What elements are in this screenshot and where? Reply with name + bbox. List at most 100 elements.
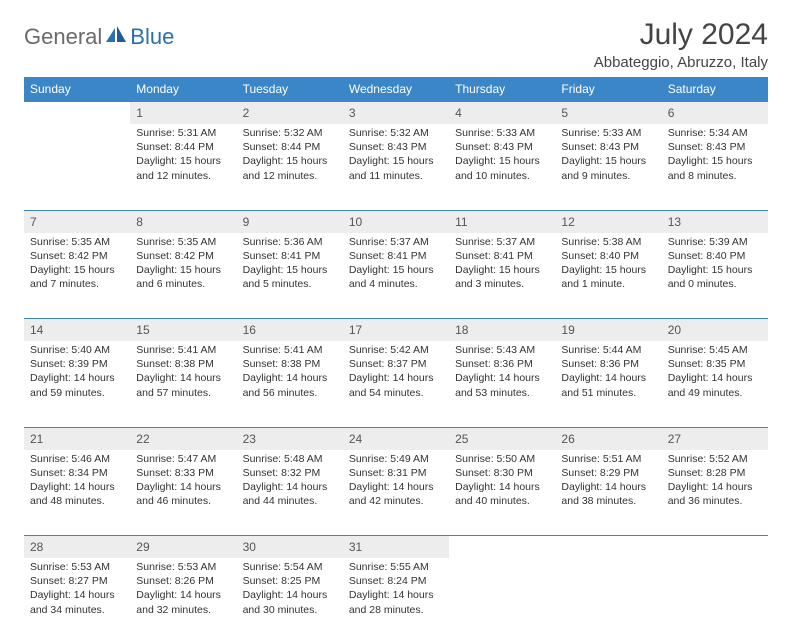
day-cell: Sunrise: 5:53 AMSunset: 8:26 PMDaylight:… xyxy=(130,558,236,644)
day-cell: Sunrise: 5:48 AMSunset: 8:32 PMDaylight:… xyxy=(237,450,343,536)
daynum-cell: 25 xyxy=(449,427,555,450)
weekday-header: Thursday xyxy=(449,77,555,102)
info-line-sunset: Sunset: 8:41 PM xyxy=(455,249,549,263)
daynum-cell xyxy=(555,536,661,559)
day-cell: Sunrise: 5:37 AMSunset: 8:41 PMDaylight:… xyxy=(343,233,449,319)
info-line-sunrise: Sunrise: 5:48 AM xyxy=(243,452,337,466)
day-cell: Sunrise: 5:44 AMSunset: 8:36 PMDaylight:… xyxy=(555,341,661,427)
day-number: 22 xyxy=(136,432,149,446)
info-line-sunrise: Sunrise: 5:44 AM xyxy=(561,343,655,357)
day-cell: Sunrise: 5:46 AMSunset: 8:34 PMDaylight:… xyxy=(24,450,130,536)
info-line-day2: and 0 minutes. xyxy=(668,277,762,291)
weekday-header: Sunday xyxy=(24,77,130,102)
info-line-sunrise: Sunrise: 5:45 AM xyxy=(668,343,762,357)
daynum-cell: 1 xyxy=(130,102,236,125)
info-line-sunset: Sunset: 8:42 PM xyxy=(30,249,124,263)
day-info: Sunrise: 5:35 AMSunset: 8:42 PMDaylight:… xyxy=(136,233,230,292)
day-info: Sunrise: 5:47 AMSunset: 8:33 PMDaylight:… xyxy=(136,450,230,509)
info-line-sunrise: Sunrise: 5:34 AM xyxy=(668,126,762,140)
info-line-day2: and 54 minutes. xyxy=(349,386,443,400)
day-info: Sunrise: 5:32 AMSunset: 8:44 PMDaylight:… xyxy=(243,124,337,183)
info-row: Sunrise: 5:31 AMSunset: 8:44 PMDaylight:… xyxy=(24,124,768,210)
day-cell: Sunrise: 5:38 AMSunset: 8:40 PMDaylight:… xyxy=(555,233,661,319)
day-info: Sunrise: 5:46 AMSunset: 8:34 PMDaylight:… xyxy=(30,450,124,509)
day-info: Sunrise: 5:37 AMSunset: 8:41 PMDaylight:… xyxy=(349,233,443,292)
daynum-cell: 14 xyxy=(24,319,130,342)
info-line-sunrise: Sunrise: 5:32 AM xyxy=(349,126,443,140)
info-line-sunset: Sunset: 8:41 PM xyxy=(349,249,443,263)
day-number: 30 xyxy=(243,540,256,554)
day-cell: Sunrise: 5:41 AMSunset: 8:38 PMDaylight:… xyxy=(130,341,236,427)
brand-part2: Blue xyxy=(130,24,174,50)
info-line-sunrise: Sunrise: 5:47 AM xyxy=(136,452,230,466)
day-info: Sunrise: 5:38 AMSunset: 8:40 PMDaylight:… xyxy=(561,233,655,292)
info-line-day1: Daylight: 14 hours xyxy=(30,480,124,494)
info-line-sunset: Sunset: 8:38 PM xyxy=(243,357,337,371)
daynum-cell xyxy=(662,536,768,559)
info-line-sunset: Sunset: 8:43 PM xyxy=(349,140,443,154)
info-line-day2: and 6 minutes. xyxy=(136,277,230,291)
info-line-sunset: Sunset: 8:37 PM xyxy=(349,357,443,371)
info-line-day1: Daylight: 15 hours xyxy=(668,263,762,277)
info-line-sunrise: Sunrise: 5:31 AM xyxy=(136,126,230,140)
day-info: Sunrise: 5:53 AMSunset: 8:27 PMDaylight:… xyxy=(30,558,124,617)
info-line-sunrise: Sunrise: 5:43 AM xyxy=(455,343,549,357)
info-line-sunset: Sunset: 8:40 PM xyxy=(668,249,762,263)
day-info: Sunrise: 5:36 AMSunset: 8:41 PMDaylight:… xyxy=(243,233,337,292)
day-cell xyxy=(449,558,555,644)
day-cell: Sunrise: 5:33 AMSunset: 8:43 PMDaylight:… xyxy=(555,124,661,210)
day-number: 4 xyxy=(455,106,462,120)
daynum-cell: 21 xyxy=(24,427,130,450)
day-info: Sunrise: 5:51 AMSunset: 8:29 PMDaylight:… xyxy=(561,450,655,509)
daynum-cell: 22 xyxy=(130,427,236,450)
info-line-sunset: Sunset: 8:27 PM xyxy=(30,574,124,588)
info-line-day2: and 40 minutes. xyxy=(455,494,549,508)
day-info: Sunrise: 5:43 AMSunset: 8:36 PMDaylight:… xyxy=(455,341,549,400)
info-line-sunrise: Sunrise: 5:41 AM xyxy=(243,343,337,357)
title-block: July 2024 Abbateggio, Abruzzo, Italy xyxy=(594,18,768,71)
day-number: 17 xyxy=(349,323,362,337)
info-line-sunset: Sunset: 8:43 PM xyxy=(455,140,549,154)
day-number: 16 xyxy=(243,323,256,337)
info-line-sunrise: Sunrise: 5:53 AM xyxy=(136,560,230,574)
info-line-sunrise: Sunrise: 5:42 AM xyxy=(349,343,443,357)
day-info: Sunrise: 5:48 AMSunset: 8:32 PMDaylight:… xyxy=(243,450,337,509)
day-info: Sunrise: 5:37 AMSunset: 8:41 PMDaylight:… xyxy=(455,233,549,292)
info-line-day1: Daylight: 14 hours xyxy=(136,588,230,602)
day-cell: Sunrise: 5:34 AMSunset: 8:43 PMDaylight:… xyxy=(662,124,768,210)
info-line-day2: and 46 minutes. xyxy=(136,494,230,508)
daynum-cell: 20 xyxy=(662,319,768,342)
info-line-sunset: Sunset: 8:34 PM xyxy=(30,466,124,480)
daynum-cell: 24 xyxy=(343,427,449,450)
day-info: Sunrise: 5:49 AMSunset: 8:31 PMDaylight:… xyxy=(349,450,443,509)
day-number: 21 xyxy=(30,432,43,446)
info-line-day1: Daylight: 14 hours xyxy=(349,588,443,602)
info-line-day2: and 7 minutes. xyxy=(30,277,124,291)
day-cell: Sunrise: 5:36 AMSunset: 8:41 PMDaylight:… xyxy=(237,233,343,319)
info-line-day1: Daylight: 15 hours xyxy=(561,263,655,277)
info-line-sunset: Sunset: 8:29 PM xyxy=(561,466,655,480)
daynum-row: 21222324252627 xyxy=(24,427,768,450)
daynum-cell: 15 xyxy=(130,319,236,342)
weekday-header: Friday xyxy=(555,77,661,102)
day-number: 24 xyxy=(349,432,362,446)
day-cell: Sunrise: 5:50 AMSunset: 8:30 PMDaylight:… xyxy=(449,450,555,536)
info-line-sunset: Sunset: 8:44 PM xyxy=(136,140,230,154)
daynum-cell: 9 xyxy=(237,210,343,233)
day-number: 3 xyxy=(349,106,356,120)
info-line-day1: Daylight: 14 hours xyxy=(243,480,337,494)
info-line-day1: Daylight: 15 hours xyxy=(30,263,124,277)
day-cell: Sunrise: 5:53 AMSunset: 8:27 PMDaylight:… xyxy=(24,558,130,644)
info-line-sunrise: Sunrise: 5:37 AM xyxy=(349,235,443,249)
info-line-day2: and 10 minutes. xyxy=(455,169,549,183)
day-number: 29 xyxy=(136,540,149,554)
info-line-day2: and 30 minutes. xyxy=(243,603,337,617)
day-info: Sunrise: 5:54 AMSunset: 8:25 PMDaylight:… xyxy=(243,558,337,617)
info-line-day1: Daylight: 14 hours xyxy=(136,480,230,494)
info-line-sunset: Sunset: 8:42 PM xyxy=(136,249,230,263)
daynum-cell: 5 xyxy=(555,102,661,125)
calendar-table: SundayMondayTuesdayWednesdayThursdayFrid… xyxy=(24,77,768,644)
daynum-cell: 16 xyxy=(237,319,343,342)
day-info: Sunrise: 5:33 AMSunset: 8:43 PMDaylight:… xyxy=(455,124,549,183)
day-number: 23 xyxy=(243,432,256,446)
